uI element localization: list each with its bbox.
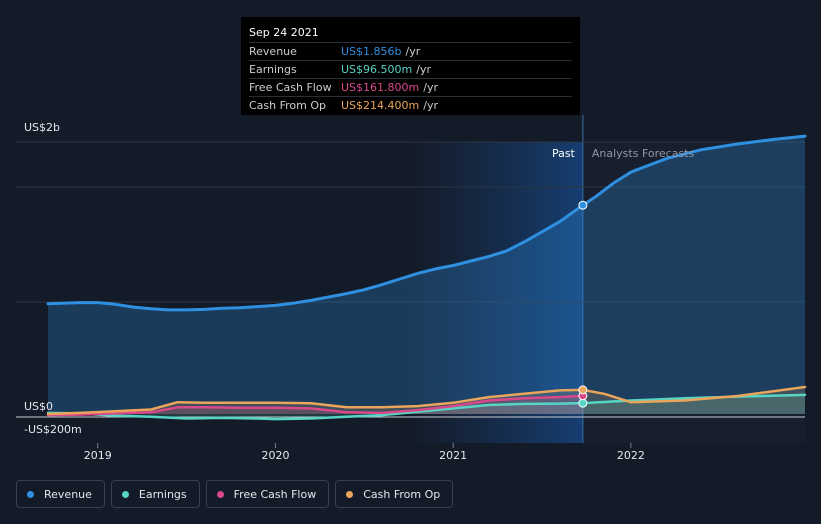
tooltip-value: US$1.856b: [341, 45, 402, 58]
legend-item-revenue[interactable]: Revenue: [16, 480, 105, 508]
legend-label: Cash From Op: [363, 487, 441, 501]
tooltip-label: Cash From Op: [249, 99, 327, 112]
tooltip-row-revenue: Revenue US$1.856b /yr: [249, 42, 572, 60]
tooltip-row-cash-from-op: Cash From Op US$214.400m /yr: [249, 96, 572, 114]
marker-earnings: [578, 398, 588, 408]
legend-dot-icon: [27, 490, 34, 498]
tooltip-value: US$214.400m: [341, 99, 420, 112]
forecast-label: Analysts Forecasts: [592, 147, 695, 160]
legend-label: Earnings: [138, 487, 187, 501]
x-tick-label: 2021: [439, 449, 467, 462]
legend-item-earnings[interactable]: Earnings: [110, 480, 200, 508]
x-tick-label: 2020: [261, 449, 289, 462]
tooltip-label: Revenue: [249, 45, 297, 58]
legend-item-free-cash-flow[interactable]: Free Cash Flow: [205, 480, 330, 508]
line-free-cash-flow: [46, 394, 585, 417]
legend-label: Revenue: [44, 487, 92, 501]
area-free-cash-flow: [48, 395, 583, 416]
tooltip-label: Free Cash Flow: [249, 81, 332, 94]
tooltip-unit: /yr: [423, 99, 438, 112]
tooltip-date: Sep 24 2021: [249, 26, 319, 39]
marker-cash-from-op: [578, 385, 588, 395]
line-revenue: [46, 134, 807, 312]
y-tick-label: US$2b: [24, 121, 60, 134]
tooltip: Sep 24 2021 Revenue US$1.856b /yr Earnin…: [241, 17, 580, 115]
tooltip-value: US$161.800m: [341, 81, 420, 94]
y-tick-label: US$0: [24, 400, 53, 413]
line-cash-from-op: [46, 385, 807, 416]
tooltip-label: Earnings: [249, 63, 297, 76]
x-tick-label: 2019: [84, 449, 112, 462]
tooltip-unit: /yr: [416, 63, 431, 76]
area-earnings: [48, 394, 805, 420]
marker-revenue: [578, 200, 588, 210]
tooltip-unit: /yr: [423, 81, 438, 94]
tooltip-unit: /yr: [405, 45, 421, 58]
tooltip-value: US$96.500m: [341, 63, 413, 76]
past-label: Past: [552, 147, 576, 160]
legend: Revenue Earnings Free Cash Flow Cash Fro…: [16, 480, 454, 510]
legend-item-cash-from-op[interactable]: Cash From Op: [335, 480, 454, 508]
past-highlight-band: [406, 142, 583, 443]
legend-dot-icon: [346, 490, 354, 498]
line-earnings: [46, 393, 807, 421]
tooltip-row-earnings: Earnings US$96.500m /yr: [249, 60, 572, 78]
legend-dot-icon: [216, 490, 224, 498]
area-revenue: [48, 136, 805, 414]
legend-dot-icon: [121, 490, 129, 498]
legend-label: Free Cash Flow: [233, 487, 317, 501]
tooltip-row-free-cash-flow: Free Cash Flow US$161.800m /yr: [249, 78, 572, 96]
y-tick-label: -US$200m: [24, 423, 82, 436]
x-tick-label: 2022: [617, 449, 645, 462]
